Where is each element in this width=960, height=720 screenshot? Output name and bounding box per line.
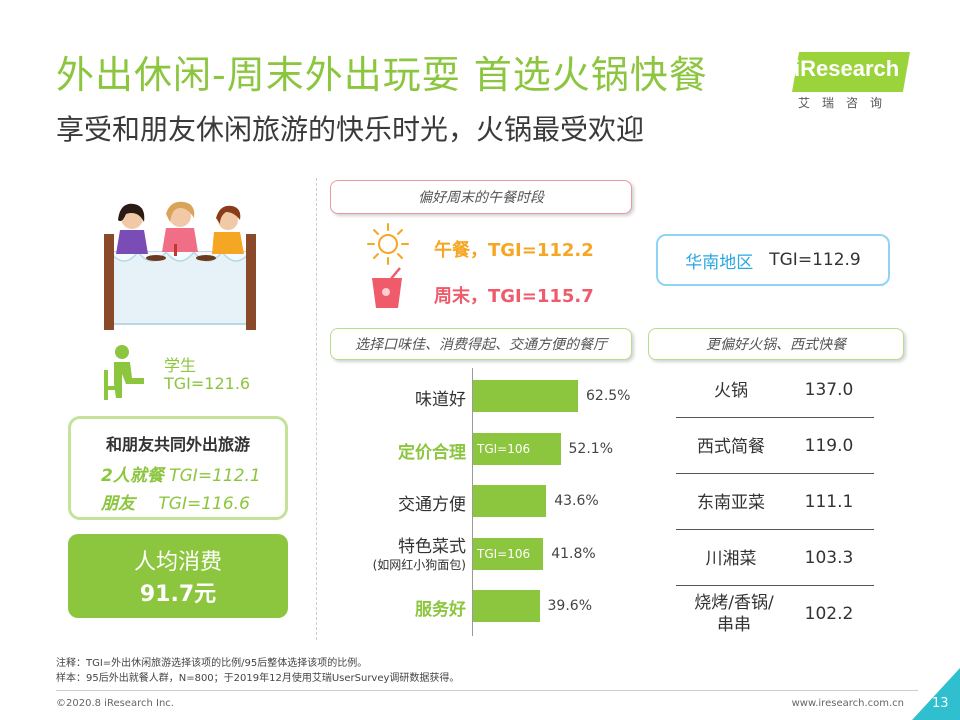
bar [473, 432, 561, 465]
page-title: 外出休闲-周末外出玩耍 首选火锅快餐 [56, 53, 708, 97]
vertical-divider [316, 178, 317, 640]
cuisine-name: 火锅 [714, 381, 748, 401]
copyright: ©2020.8 iResearch Inc. [56, 698, 174, 709]
cuisine-tgi-value: 119.0 [804, 436, 854, 456]
logo-name: iResearch [794, 56, 900, 81]
spend-value: 91.7元 [139, 582, 217, 607]
friends-dining-illustration [104, 201, 256, 330]
cuisine-name: 烧烤/香锅/串串 [694, 593, 774, 635]
footer-divider [56, 690, 918, 691]
dine-two-label: 2人就餐 [101, 466, 164, 486]
region-tgi: TGI=112.9 [769, 250, 861, 270]
weekend-lunch-pill: 偏好周末的午餐时段 [330, 180, 632, 214]
cuisine-name: 东南亚菜 [697, 493, 765, 513]
bar-axis [472, 368, 473, 636]
bar-category-label: 特色菜式 [398, 536, 466, 557]
table-row: 烧烤/香锅/串串 102.2 [676, 586, 874, 642]
iresearch-logo: iResearch 艾瑞咨询 [784, 52, 912, 110]
bar [473, 380, 578, 412]
bar-value-label: 43.6% [554, 493, 599, 509]
travel-title: 和朋友共同外出旅游 [105, 435, 250, 454]
weekend-tgi: 周末，TGI=115.7 [434, 286, 594, 307]
bar [473, 537, 544, 570]
student-label: 学生 [164, 356, 197, 375]
bar-value-label: 52.1% [568, 440, 613, 457]
student-tgi: TGI=121.6 [164, 374, 251, 393]
page-number: 13 [932, 696, 949, 711]
bar-value-label: 62.5% [586, 388, 631, 404]
sun-icon [367, 223, 409, 265]
table-row: 川湘菜 103.3 [676, 530, 874, 586]
dine-two-line: 2人就餐 TGI=112.1 [101, 461, 261, 486]
website: www.iresearch.com.cn [791, 698, 904, 709]
bar-category-label: 定价合理 [398, 442, 466, 463]
dine-two-tgi: TGI=112.1 [169, 466, 261, 486]
south-china-region-box: 华南地区 TGI=112.9 [656, 234, 890, 286]
logo-badge [792, 52, 910, 92]
region-name: 华南地区 [685, 252, 754, 273]
bar [473, 590, 540, 622]
page-corner-badge [912, 668, 960, 720]
student-icon [104, 345, 144, 400]
cuisine-name: 西式简餐 [697, 437, 765, 457]
cuisine-preference-pill: 更偏好火锅、西式快餐 [648, 328, 904, 360]
cuisine-tgi-value: 103.3 [804, 548, 854, 568]
cuisine-tgi-value: 137.0 [804, 380, 854, 400]
cuisine-tgi-value: 102.2 [804, 604, 854, 624]
bar-inner-tgi-label: TGI=106 [477, 441, 531, 456]
restaurant-choice-pill: 选择口味佳、消费得起、交通方便的餐厅 [330, 328, 632, 360]
friends-label: 朋友 [101, 494, 135, 514]
table-row: 东南亚菜 111.1 [676, 474, 874, 530]
bar-inner-tgi-label: TGI=106 [477, 546, 531, 561]
cuisine-name: 川湘菜 [705, 549, 757, 569]
bar-value-label: 41.8% [551, 545, 596, 562]
average-spend-box: 人均消费 91.7元 [68, 534, 288, 618]
cuisine-tgi-value: 111.1 [804, 492, 854, 512]
note-sample: 样本：95后外出就餐人群，N=800；于2019年12月使用艾瑞UserSurv… [56, 673, 460, 684]
bar-category-label: 交通方便 [398, 495, 466, 515]
bar-category-note: (如网红小狗面包) [372, 557, 466, 572]
travel-with-friends-box: 和朋友共同外出旅游 2人就餐 TGI=112.1 朋友 TGI=116.6 [68, 416, 288, 520]
notes: 注释：TGI=外出休闲旅游选择该项的比例/95后整体选择该项的比例。 样本：95… [56, 656, 459, 686]
friends-tgi: TGI=116.6 [158, 494, 250, 514]
logo-subtitle: 艾瑞咨询 [798, 96, 895, 110]
bar-value-label: 39.6% [547, 598, 592, 614]
table-row: 火锅 137.0 [676, 362, 874, 418]
lunch-tgi: 午餐，TGI=112.2 [434, 240, 594, 261]
bar [473, 485, 547, 517]
note-tgi: 注释：TGI=外出休闲旅游选择该项的比例/95后整体选择该项的比例。 [56, 658, 368, 669]
bar-category-label: 服务好 [415, 600, 466, 620]
drink-icon [372, 267, 402, 308]
page-subtitle: 享受和朋友休闲旅游的快乐时光，火锅最受欢迎 [56, 113, 645, 146]
table-row: 西式简餐 119.0 [676, 418, 874, 474]
spend-label: 人均消费 [133, 550, 222, 575]
bar-category-label: 味道好 [415, 390, 466, 410]
friends-line: 朋友 TGI=116.6 [101, 489, 250, 514]
